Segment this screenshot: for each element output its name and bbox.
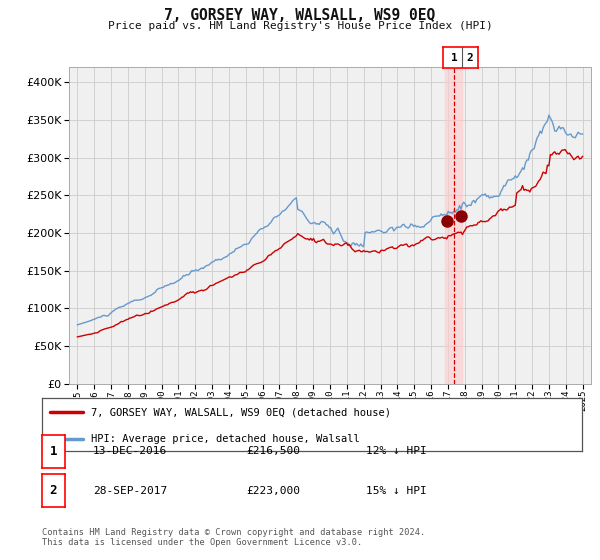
Text: 1: 1 [451,53,458,63]
Text: 12% ↓ HPI: 12% ↓ HPI [366,446,427,456]
Text: 2: 2 [466,53,473,63]
Text: 7, GORSEY WAY, WALSALL, WS9 0EQ: 7, GORSEY WAY, WALSALL, WS9 0EQ [164,8,436,24]
Text: 1: 1 [50,445,57,458]
Text: Contains HM Land Registry data © Crown copyright and database right 2024.
This d: Contains HM Land Registry data © Crown c… [42,528,425,547]
Text: 13-DEC-2016: 13-DEC-2016 [93,446,167,456]
Text: HPI: Average price, detached house, Walsall: HPI: Average price, detached house, Wals… [91,434,359,444]
Text: 7, GORSEY WAY, WALSALL, WS9 0EQ (detached house): 7, GORSEY WAY, WALSALL, WS9 0EQ (detache… [91,408,391,418]
Text: 2: 2 [50,484,57,497]
Text: Price paid vs. HM Land Registry's House Price Index (HPI): Price paid vs. HM Land Registry's House … [107,21,493,31]
Text: 28-SEP-2017: 28-SEP-2017 [93,486,167,496]
Text: £216,500: £216,500 [246,446,300,456]
Bar [445,67,462,384]
Text: 15% ↓ HPI: 15% ↓ HPI [366,486,427,496]
Text: £223,000: £223,000 [246,486,300,496]
